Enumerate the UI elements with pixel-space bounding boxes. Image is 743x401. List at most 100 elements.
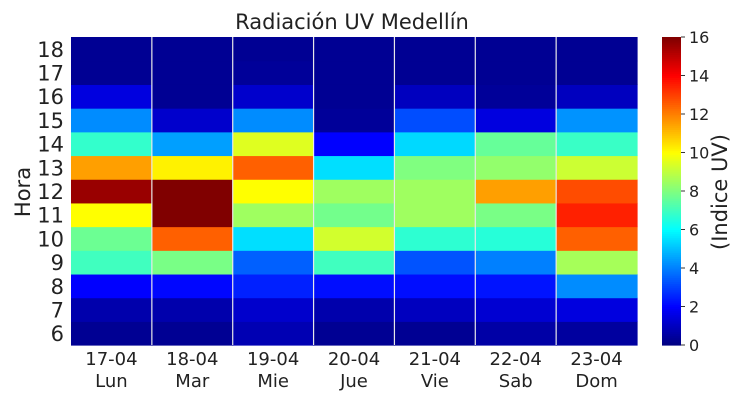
colorbar-segment bbox=[662, 296, 681, 300]
y-tick-label: 6 bbox=[51, 322, 64, 346]
colorbar-segment bbox=[662, 239, 681, 242]
colorbar-segment bbox=[662, 71, 681, 75]
x-tick-date-label: 22-04 bbox=[490, 349, 542, 370]
colorbar-segment bbox=[662, 123, 681, 127]
colorbar-segment bbox=[662, 223, 681, 227]
heatmap-cell bbox=[151, 84, 234, 109]
heatmap-cell bbox=[475, 273, 557, 299]
x-tick-day-label: Mie bbox=[257, 371, 289, 392]
colorbar-segment bbox=[662, 248, 681, 252]
colorbar-segment bbox=[662, 302, 681, 306]
heatmap-cell bbox=[151, 273, 234, 299]
heatmap-cell bbox=[556, 155, 638, 180]
heatmap-cell bbox=[394, 250, 476, 275]
heatmap-cell bbox=[394, 37, 476, 62]
colorbar-segment bbox=[662, 241, 681, 244]
colorbar-segment bbox=[662, 289, 681, 292]
colorbar-segment bbox=[662, 275, 681, 279]
y-tick-label: 17 bbox=[37, 62, 64, 86]
colorbar-segment bbox=[662, 175, 681, 179]
colorbar-segment bbox=[662, 106, 681, 109]
colorbar-segment bbox=[662, 142, 681, 146]
colorbar-segment bbox=[662, 283, 681, 286]
colorbar-segment bbox=[662, 331, 681, 335]
colorbar-segment bbox=[662, 254, 681, 258]
heatmap-cell bbox=[71, 84, 153, 109]
heatmap-cell bbox=[313, 84, 396, 109]
heatmap-cell bbox=[475, 131, 557, 157]
heatmap-cell bbox=[313, 131, 396, 157]
heatmap-cell bbox=[313, 226, 396, 251]
heatmap-cell bbox=[556, 250, 638, 275]
colorbar-segment bbox=[662, 131, 681, 134]
colorbar-segment bbox=[662, 119, 681, 123]
colorbar-segment bbox=[662, 158, 681, 161]
heatmap-cell bbox=[151, 321, 234, 346]
heatmap-cell bbox=[232, 226, 315, 251]
colorbar-segment bbox=[662, 77, 681, 80]
y-axis-label: Hora bbox=[11, 167, 35, 217]
colorbar-segment bbox=[662, 314, 681, 317]
colorbar-segment bbox=[662, 227, 681, 231]
heatmap-cell bbox=[232, 155, 315, 180]
colorbar-segment bbox=[662, 264, 681, 267]
colorbar-segment bbox=[662, 81, 681, 84]
heatmap-cell bbox=[556, 321, 638, 346]
colorbar-segment bbox=[662, 110, 681, 113]
heatmap-cell bbox=[232, 202, 315, 228]
colorbar-segment bbox=[662, 112, 681, 115]
heatmap-cell bbox=[313, 37, 396, 62]
colorbar-segment bbox=[662, 104, 681, 107]
colorbar-segment bbox=[662, 235, 681, 238]
heatmap-cell bbox=[394, 202, 476, 228]
colorbar-segment bbox=[662, 221, 681, 225]
colorbar-segment bbox=[662, 133, 681, 136]
colorbar-segment bbox=[662, 266, 681, 269]
colorbar-segment bbox=[662, 196, 681, 200]
x-tick-day-label: Vie bbox=[421, 371, 449, 392]
heatmap-cell bbox=[71, 131, 153, 157]
colorbar-segment bbox=[662, 169, 681, 173]
colorbar-segment bbox=[662, 335, 681, 338]
colorbar-segment bbox=[662, 137, 681, 140]
colorbar-tick-label: 16 bbox=[689, 28, 709, 47]
heatmap-cell bbox=[232, 37, 315, 62]
heatmap-cell bbox=[151, 250, 234, 275]
colorbar-segment bbox=[662, 231, 681, 234]
colorbar-segment bbox=[662, 96, 681, 100]
heatmap-cell bbox=[394, 226, 476, 251]
colorbar-segment bbox=[662, 187, 681, 190]
colorbar-segment bbox=[662, 277, 681, 281]
heatmap-cell bbox=[556, 131, 638, 157]
colorbar-segment bbox=[662, 152, 681, 156]
heatmap-cell bbox=[232, 297, 315, 322]
heatmap-cell bbox=[394, 297, 476, 322]
heatmap-cell bbox=[71, 60, 153, 85]
heatmap-cell bbox=[232, 321, 315, 346]
colorbar-tick-label: 0 bbox=[689, 336, 699, 355]
heatmap-cell bbox=[394, 179, 476, 204]
heatmap-cell bbox=[475, 179, 557, 204]
colorbar-segment bbox=[662, 56, 681, 59]
column-separators bbox=[151, 37, 557, 345]
colorbar-segment bbox=[662, 285, 681, 288]
heatmap-cell bbox=[232, 179, 315, 204]
colorbar-segment bbox=[662, 312, 681, 315]
colorbar-label: (Indice UV) bbox=[708, 134, 732, 250]
colorbar-tick-label: 6 bbox=[689, 221, 699, 240]
colorbar-tick-label: 14 bbox=[689, 67, 709, 86]
colorbar-segment bbox=[662, 216, 681, 219]
colorbar-segment bbox=[662, 279, 681, 283]
colorbar-segment bbox=[662, 37, 681, 40]
colorbar-segment bbox=[662, 310, 681, 313]
colorbar-segment bbox=[662, 154, 681, 157]
colorbar-segment bbox=[662, 194, 681, 198]
colorbar-segment bbox=[662, 246, 681, 250]
colorbar-segment bbox=[662, 38, 681, 42]
colorbar-segment bbox=[662, 291, 681, 294]
colorbar-segment bbox=[662, 63, 681, 67]
colorbar-tick-label: 12 bbox=[689, 105, 709, 124]
heatmap-cell bbox=[71, 273, 153, 299]
heatmap-cell bbox=[232, 60, 315, 85]
